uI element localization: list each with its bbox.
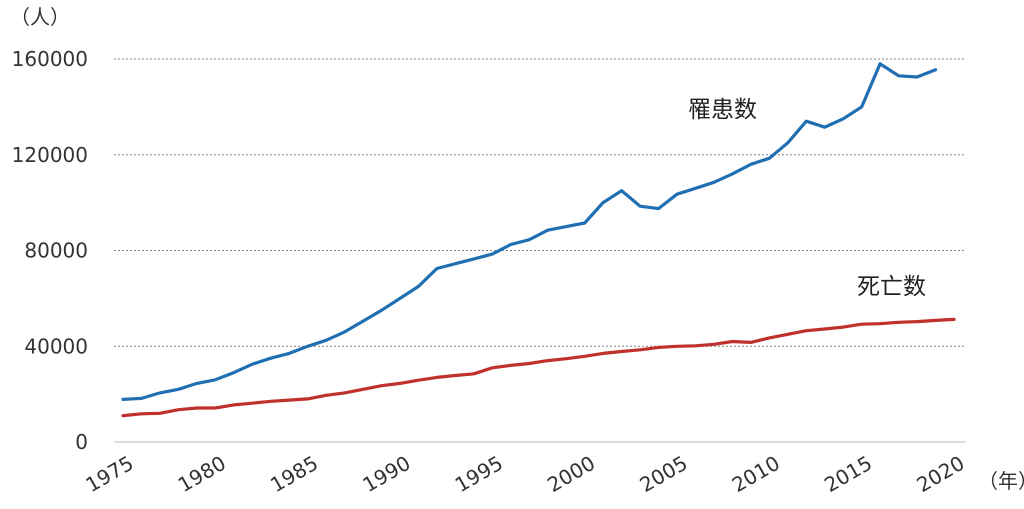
y-tick-label: 160000 xyxy=(12,47,88,71)
x-axis-ticks: 1975 1980 1985 1990 1995 2000 2005 2010 2015 2020 xyxy=(81,451,968,497)
x-tick-label: 2015 xyxy=(820,451,876,497)
y-tick-label: 40000 xyxy=(24,334,88,358)
gridlines xyxy=(114,58,966,443)
x-tick-label: 1980 xyxy=(174,451,230,497)
x-tick-label: 1975 xyxy=(81,451,137,497)
x-tick-label: 2005 xyxy=(635,451,691,497)
x-axis-unit-label: （年） xyxy=(978,469,1024,493)
x-tick-label: 1995 xyxy=(451,451,507,497)
series-line-mortality xyxy=(121,317,956,418)
series-lines xyxy=(121,62,956,418)
series-label-mortality: 死亡数 xyxy=(857,274,926,300)
series-label-incidence: 罹患数 xyxy=(688,97,757,123)
x-tick-label: 2000 xyxy=(543,451,599,497)
x-tick-label: 2010 xyxy=(728,451,784,497)
x-tick-label: 2020 xyxy=(912,451,968,497)
y-axis-unit-label: （人） xyxy=(10,5,70,29)
y-tick-label: 0 xyxy=(75,430,88,454)
series-line-incidence xyxy=(121,62,938,401)
y-axis-ticks: 0 40000 80000 120000 160000 xyxy=(12,47,88,454)
y-tick-label: 80000 xyxy=(24,239,88,263)
x-tick-label: 1990 xyxy=(358,451,414,497)
x-tick-label: 1985 xyxy=(266,451,322,497)
y-tick-label: 120000 xyxy=(12,143,88,167)
